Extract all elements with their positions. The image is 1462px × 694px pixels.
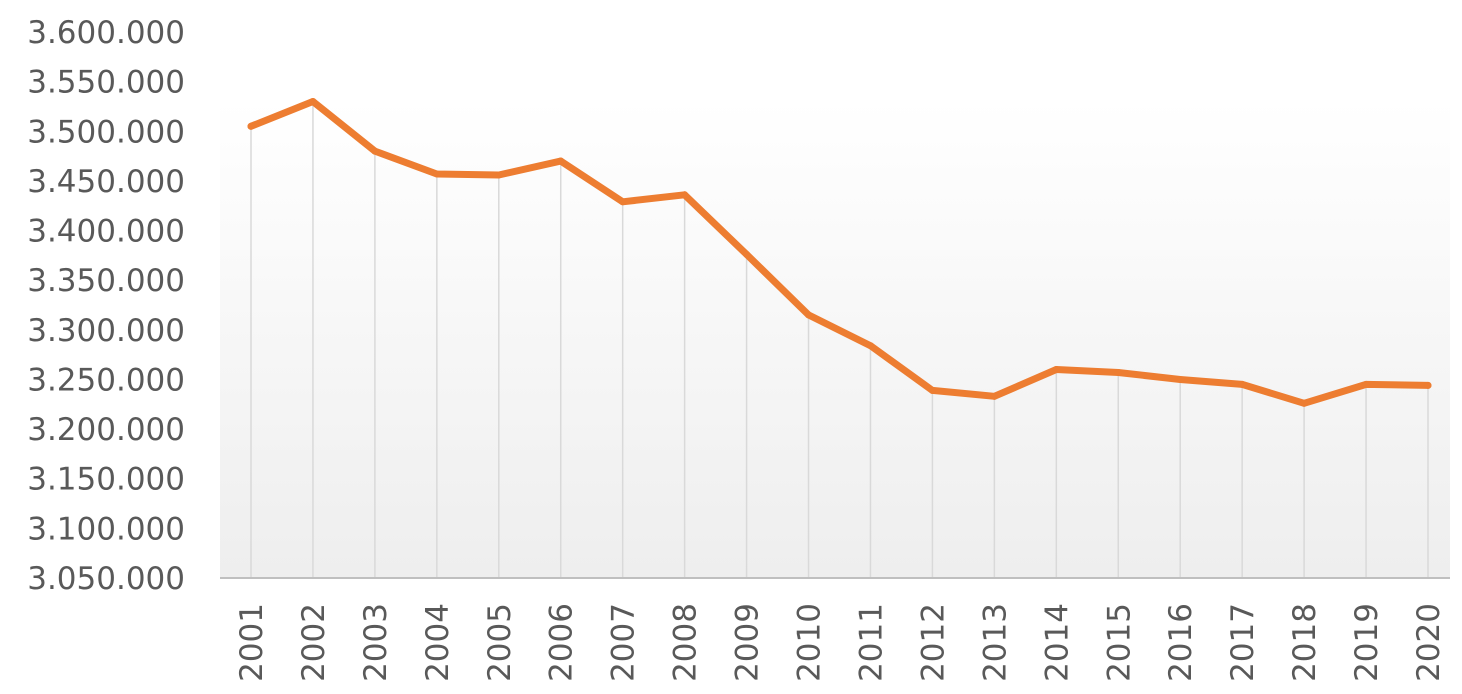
y-tick-label: 3.600.000 — [27, 15, 185, 51]
x-tick-label: 2002 — [296, 603, 332, 682]
y-tick-label: 3.200.000 — [27, 412, 185, 448]
data-point — [743, 250, 751, 258]
data-point — [1424, 381, 1432, 389]
x-tick-label: 2011 — [853, 603, 889, 682]
x-tick-label: 2005 — [482, 603, 518, 682]
data-point — [805, 311, 813, 319]
y-tick-label: 3.100.000 — [27, 511, 185, 547]
x-tick-label: 2012 — [915, 603, 951, 682]
x-tick-label: 2004 — [420, 603, 456, 682]
x-tick-label: 2019 — [1349, 603, 1385, 682]
x-tick-label: 2009 — [730, 603, 766, 682]
plot-area-background — [220, 100, 1450, 578]
y-tick-label: 3.450.000 — [27, 164, 185, 200]
data-point — [495, 171, 503, 179]
y-tick-label: 3.050.000 — [27, 561, 185, 597]
y-tick-label: 3.350.000 — [27, 263, 185, 299]
y-tick-label: 3.250.000 — [27, 362, 185, 398]
data-point — [681, 191, 689, 199]
data-point — [557, 157, 565, 165]
data-point — [247, 122, 255, 130]
data-point — [1238, 380, 1246, 388]
data-point — [990, 392, 998, 400]
x-tick-label: 2008 — [668, 603, 704, 682]
x-tick-label: 2014 — [1039, 603, 1075, 682]
x-tick-label: 2003 — [358, 603, 394, 682]
y-tick-label: 3.400.000 — [27, 214, 185, 250]
x-tick-label: 2010 — [792, 603, 828, 682]
x-tick-label: 2016 — [1163, 603, 1199, 682]
data-point — [1176, 375, 1184, 383]
data-point — [928, 386, 936, 394]
data-point — [1300, 399, 1308, 407]
x-tick-label: 2017 — [1225, 603, 1261, 682]
data-point — [1052, 366, 1060, 374]
data-point — [433, 170, 441, 178]
y-tick-label: 3.150.000 — [27, 462, 185, 498]
data-point — [866, 342, 874, 350]
y-axis-tick-labels: 3.600.000 3.550.000 3.500.000 3.450.000 3.40… — [27, 15, 185, 597]
data-point — [1362, 380, 1370, 388]
x-tick-label: 2013 — [977, 603, 1013, 682]
y-tick-label: 3.550.000 — [27, 65, 185, 101]
y-tick-label: 3.500.000 — [27, 114, 185, 150]
data-point — [309, 97, 317, 105]
y-tick-label: 3.300.000 — [27, 313, 185, 349]
data-point — [371, 147, 379, 155]
x-tick-label: 2015 — [1101, 603, 1137, 682]
x-tick-label: 2006 — [544, 603, 580, 682]
x-tick-label: 2001 — [234, 603, 270, 682]
x-tick-label: 2020 — [1411, 603, 1447, 682]
series-line — [247, 98, 1432, 407]
data-point — [619, 198, 627, 206]
data-point — [1114, 369, 1122, 377]
series-group — [247, 97, 1432, 407]
x-tick-label: 2007 — [606, 603, 642, 682]
x-tick-label: 2018 — [1287, 603, 1323, 682]
drop-lines — [250, 101, 1429, 578]
x-axis-tick-labels: 2001 2002 2003 2004 2005 2006 2007 2008 2009 2010… — [234, 603, 1447, 682]
